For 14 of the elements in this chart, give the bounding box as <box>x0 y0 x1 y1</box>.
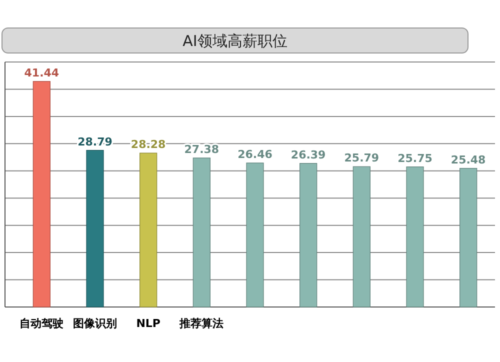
data-label: 26.46 <box>238 148 273 161</box>
data-label: 25.75 <box>398 152 432 165</box>
title-box: AI领域高薪职位 <box>2 28 468 54</box>
data-label: 28.79 <box>78 135 112 148</box>
chart-title: AI领域高薪职位 <box>182 32 288 50</box>
data-label: 41.44 <box>24 66 60 80</box>
x-tick-label: 图像识别 <box>73 317 117 330</box>
data-label: 27.38 <box>184 142 220 156</box>
data-label: 26.39 <box>290 148 326 162</box>
x-tick-label: 推荐算法 <box>178 317 224 330</box>
data-label: 25.48 <box>450 153 486 166</box>
x-tick-label: 自动驾驶 <box>20 317 64 330</box>
data-label: 25.79 <box>344 152 380 165</box>
x-tick-label: NLP <box>136 317 160 330</box>
